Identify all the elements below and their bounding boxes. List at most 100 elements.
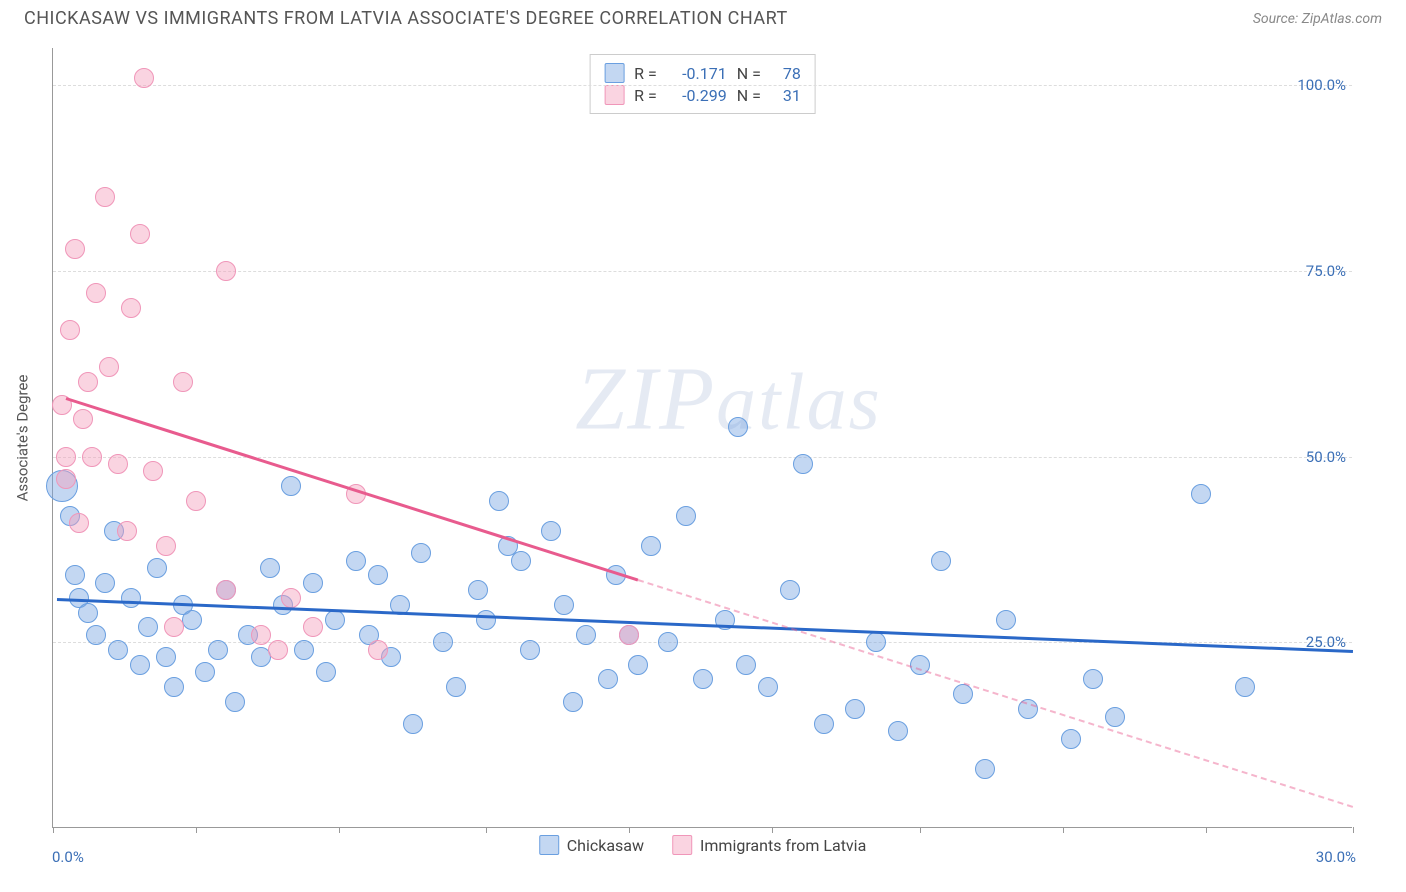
scatter-point-a	[433, 632, 453, 652]
x-tick	[1206, 827, 1207, 833]
scatter-point-a	[736, 655, 756, 675]
scatter-point-b	[56, 447, 76, 467]
x-tick	[339, 827, 340, 833]
scatter-point-a	[164, 677, 184, 697]
gridline	[53, 85, 1352, 86]
scatter-point-b	[216, 580, 236, 600]
scatter-point-a	[208, 640, 228, 660]
scatter-point-a	[996, 610, 1016, 630]
scatter-point-b	[121, 298, 141, 318]
scatter-point-a	[182, 610, 202, 630]
scatter-point-a	[576, 625, 596, 645]
chart-title: CHICKASAW VS IMMIGRANTS FROM LATVIA ASSO…	[24, 8, 788, 29]
stats-row-a: R =-0.171N =78	[604, 63, 801, 83]
legend-label: Immigrants from Latvia	[700, 836, 866, 855]
scatter-point-a	[598, 669, 618, 689]
scatter-point-a	[888, 721, 908, 741]
scatter-point-a	[147, 558, 167, 578]
stat-n-label: N =	[737, 86, 761, 105]
scatter-point-a	[130, 655, 150, 675]
stat-r-label: R =	[634, 86, 657, 105]
scatter-point-a	[281, 476, 301, 496]
scatter-point-a	[368, 565, 388, 585]
x-tick	[1063, 827, 1064, 833]
scatter-point-b	[95, 187, 115, 207]
x-tick	[629, 827, 630, 833]
scatter-point-a	[1083, 669, 1103, 689]
scatter-point-b	[108, 454, 128, 474]
scatter-point-a	[845, 699, 865, 719]
scatter-point-a	[195, 662, 215, 682]
stat-r-value: -0.171	[667, 64, 727, 83]
scatter-point-a	[294, 640, 314, 660]
scatter-point-a	[563, 692, 583, 712]
scatter-point-a	[411, 543, 431, 563]
scatter-point-a	[225, 692, 245, 712]
scatter-point-a	[814, 714, 834, 734]
gridline	[53, 271, 1352, 272]
x-tick	[53, 827, 54, 833]
y-tick-label: 100.0%	[1297, 76, 1346, 94]
stat-n-value: 78	[771, 64, 801, 83]
scatter-point-a	[793, 454, 813, 474]
scatter-point-b	[60, 320, 80, 340]
scatter-point-b	[130, 224, 150, 244]
scatter-point-b	[134, 68, 154, 88]
scatter-point-b	[303, 617, 323, 637]
legend-item-b: Immigrants from Latvia	[672, 835, 866, 855]
y-tick-label: 50.0%	[1306, 448, 1346, 466]
scatter-point-a	[346, 551, 366, 571]
scatter-point-a	[1191, 484, 1211, 504]
scatter-point-a	[728, 417, 748, 437]
scatter-point-a	[446, 677, 466, 697]
stat-r-label: R =	[634, 64, 657, 83]
scatter-point-b	[143, 461, 163, 481]
watermark: ZIPatlas	[575, 347, 882, 450]
swatch-icon	[672, 835, 692, 855]
swatch-icon	[539, 835, 559, 855]
scatter-point-b	[56, 469, 76, 489]
scatter-point-a	[658, 632, 678, 652]
scatter-point-b	[368, 640, 388, 660]
scatter-point-b	[69, 513, 89, 533]
x-tick	[196, 827, 197, 833]
scatter-point-a	[541, 521, 561, 541]
scatter-point-a	[511, 551, 531, 571]
scatter-point-a	[489, 491, 509, 511]
y-tick-label: 75.0%	[1306, 262, 1346, 280]
scatter-point-a	[975, 759, 995, 779]
scatter-point-a	[641, 536, 661, 556]
scatter-point-a	[316, 662, 336, 682]
scatter-point-b	[73, 409, 93, 429]
scatter-point-a	[693, 669, 713, 689]
scatter-point-a	[78, 603, 98, 623]
scatter-point-b	[117, 521, 137, 541]
stats-row-b: R =-0.299N =31	[604, 85, 801, 105]
scatter-point-a	[866, 632, 886, 652]
scatter-point-b	[156, 536, 176, 556]
swatch-icon	[604, 63, 624, 83]
scatter-point-b	[281, 588, 301, 608]
scatter-point-a	[108, 640, 128, 660]
scatter-point-b	[164, 617, 184, 637]
scatter-point-a	[758, 677, 778, 697]
scatter-point-a	[260, 558, 280, 578]
stat-n-value: 31	[771, 86, 801, 105]
x-tick	[486, 827, 487, 833]
scatter-point-a	[403, 714, 423, 734]
scatter-point-b	[186, 491, 206, 511]
scatter-point-a	[780, 580, 800, 600]
scatter-point-a	[1061, 729, 1081, 749]
scatter-point-a	[303, 573, 323, 593]
scatter-point-b	[216, 261, 236, 281]
correlation-stats-box: R =-0.171N =78R =-0.299N =31	[589, 54, 816, 114]
scatter-point-a	[121, 588, 141, 608]
legend-item-a: Chickasaw	[539, 835, 644, 855]
scatter-point-b	[173, 372, 193, 392]
x-tick	[1353, 827, 1354, 833]
scatter-point-b	[65, 239, 85, 259]
x-axis-max-label: 30.0%	[1316, 848, 1356, 866]
legend-label: Chickasaw	[567, 836, 644, 855]
scatter-point-a	[1235, 677, 1255, 697]
scatter-point-b	[86, 283, 106, 303]
